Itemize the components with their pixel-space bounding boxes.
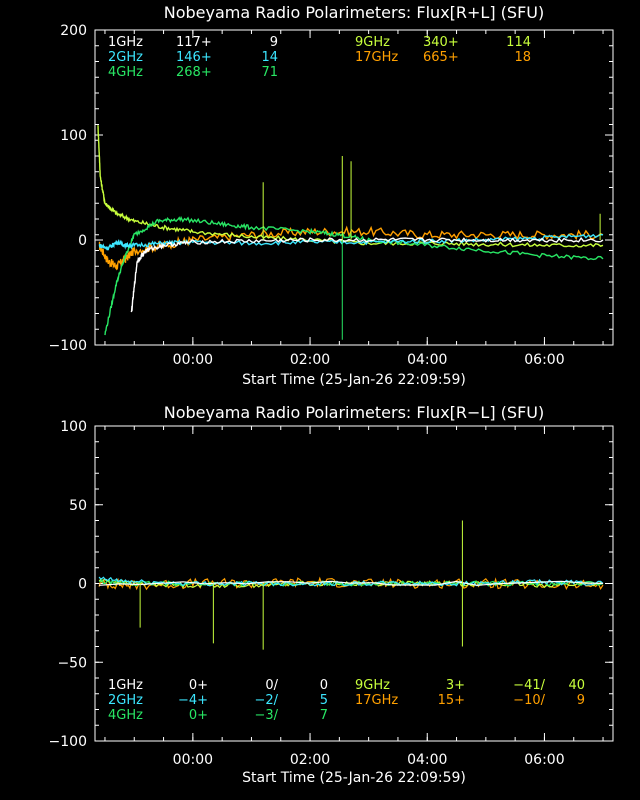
legend-value: 9 (577, 693, 585, 708)
y-tick-label: 100 (60, 128, 87, 144)
plot-area (97, 125, 604, 340)
series-line-9GHz (97, 125, 604, 248)
legend-min: 0/ (265, 678, 278, 693)
series-line-1GHz (99, 580, 604, 586)
legend-band-name: 2GHz (108, 50, 143, 65)
legend-band-name: 4GHz (108, 65, 143, 80)
legend-value: 7 (320, 708, 328, 723)
y-tick-label: −50 (57, 655, 87, 671)
legend-peak: 340+ (423, 35, 459, 50)
x-tick-label: 02:00 (290, 352, 330, 368)
y-tick-label: −100 (49, 338, 87, 354)
legend-band-name: 4GHz (108, 708, 143, 723)
chart-panel-2 (94, 425, 614, 742)
chart-title: Nobeyama Radio Polarimeters: Flux[R−L] (… (164, 403, 544, 422)
legend-peak: 0+ (189, 678, 208, 693)
y-tick-label: −100 (49, 734, 87, 750)
x-tick-label: 00:00 (173, 752, 213, 768)
legend-band-name: 17GHz (355, 693, 398, 708)
x-tick-label: 06:00 (524, 752, 564, 768)
x-tick-label: 00:00 (173, 352, 213, 368)
legend-band-name: 1GHz (108, 678, 143, 693)
legend-band-name: 9GHz (355, 678, 390, 693)
legend-peak: −4+ (178, 693, 208, 708)
legend-peak: 268+ (176, 65, 212, 80)
legend-band-name: 9GHz (355, 35, 390, 50)
x-tick-label: 04:00 (407, 752, 447, 768)
y-tick-label: 0 (78, 577, 87, 593)
legend-value: 9 (270, 35, 278, 50)
legend-value: 114 (506, 35, 531, 50)
series-line-4GHz (104, 215, 604, 336)
legend-value: 18 (514, 50, 531, 65)
legend-band-name: 17GHz (355, 50, 398, 65)
legend-band-name: 1GHz (108, 35, 143, 50)
series-line-2GHz (98, 233, 604, 251)
chart-panel-1 (94, 29, 614, 346)
legend-peak: 117+ (176, 35, 212, 50)
x-tick-label: 02:00 (290, 752, 330, 768)
legend-value: 14 (261, 50, 278, 65)
legend-min: −10/ (513, 693, 545, 708)
y-tick-label: 200 (60, 23, 87, 39)
legend-peak: 146+ (176, 50, 212, 65)
x-axis-label: Start Time (25-Jan-26 22:09:59) (242, 770, 466, 786)
legend-min: −41/ (513, 678, 545, 693)
legend-min: −2/ (254, 693, 278, 708)
y-tick-label: 100 (60, 419, 87, 435)
legend-peak: 0+ (189, 708, 208, 723)
legend-min: −3/ (254, 708, 278, 723)
legend-peak: 15+ (438, 693, 465, 708)
plot-area (98, 520, 604, 650)
series-line-1GHz (130, 236, 604, 313)
legend-value: 0 (320, 678, 328, 693)
x-axis-label: Start Time (25-Jan-26 22:09:59) (242, 372, 466, 388)
legend-peak: 665+ (423, 50, 459, 65)
legend-value: 71 (261, 65, 278, 80)
chart-title: Nobeyama Radio Polarimeters: Flux[R+L] (… (164, 3, 544, 22)
legend-value: 40 (568, 678, 585, 693)
x-tick-label: 06:00 (524, 352, 564, 368)
x-tick-label: 04:00 (407, 352, 447, 368)
legend-value: 5 (320, 693, 328, 708)
plot-frame (94, 29, 614, 346)
legend-peak: 3+ (446, 678, 465, 693)
legend-band-name: 2GHz (108, 693, 143, 708)
y-tick-label: 50 (69, 498, 87, 514)
y-tick-label: 0 (78, 233, 87, 249)
